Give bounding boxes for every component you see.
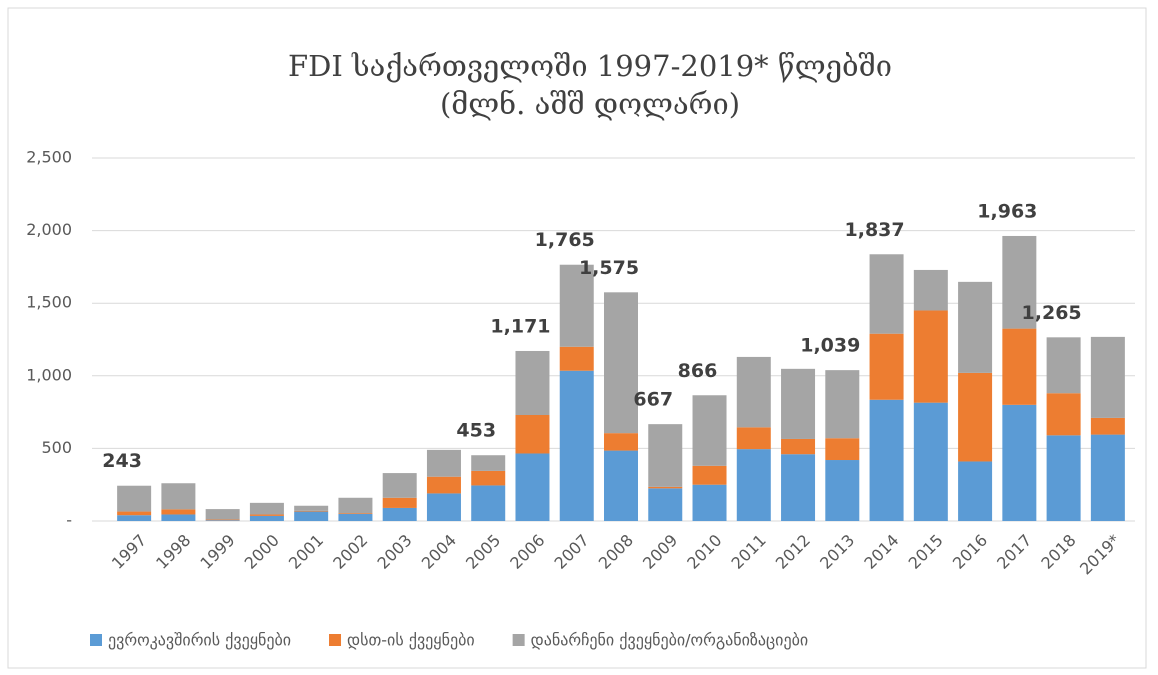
bar-segment (1090, 336, 1125, 418)
bar-segment (382, 507, 417, 521)
bar-segment (471, 455, 506, 471)
bar-segment (648, 488, 683, 521)
value-label: 243 (102, 450, 142, 472)
bar-segment (913, 310, 948, 403)
bar-segment (1002, 404, 1037, 521)
bar-segment (1090, 417, 1125, 435)
value-label: 1,265 (1022, 302, 1082, 324)
bar-segment (692, 395, 727, 466)
bar-segment (825, 370, 860, 439)
value-label: 667 (633, 389, 673, 411)
value-label: 1,575 (579, 257, 639, 279)
bar-segment (958, 461, 993, 521)
value-label: 1,765 (535, 229, 595, 251)
bar-segment (781, 368, 816, 439)
y-tick-label: - (66, 511, 72, 530)
bar-segment (117, 515, 152, 521)
bar-segment (559, 264, 594, 347)
y-tick-label: 500 (41, 438, 72, 457)
bar-segment (825, 460, 860, 521)
bar-segment (648, 486, 683, 489)
bar-segment (648, 424, 683, 487)
bar-segment (426, 493, 461, 521)
bar-segment (515, 453, 550, 521)
bar-segment (426, 476, 461, 494)
bar-segment (338, 513, 373, 521)
bar-segment (1002, 235, 1037, 329)
legend-label: დანარჩენი ქვეყნები/ორგანიზაციები (531, 631, 809, 650)
bar-segment (913, 402, 948, 521)
bar-segment (338, 513, 373, 514)
bar-segment (604, 292, 638, 434)
bar-segment (205, 509, 240, 520)
bar-segment (1090, 434, 1125, 521)
bar-segment (869, 254, 904, 334)
bar-segment (1046, 393, 1081, 436)
bar-segment (781, 454, 816, 521)
bar-segment (958, 372, 993, 462)
bar-segment (382, 473, 417, 498)
y-tick-label: 1,500 (26, 293, 72, 312)
bar-segment (161, 509, 196, 515)
value-label: 453 (456, 420, 496, 442)
bar-segment (117, 511, 152, 516)
bar-segment (781, 438, 816, 455)
bar-segment (471, 470, 506, 486)
bar-segment (736, 449, 771, 521)
y-tick-label: 2,500 (26, 148, 72, 167)
bar-segment (205, 519, 240, 521)
bar-segment (161, 514, 196, 521)
legend-label: დსთ-ის ქვეყნები (347, 631, 475, 650)
bar-segment (338, 497, 373, 514)
bar-segment (692, 465, 727, 485)
bar-segment (117, 485, 152, 512)
bar-segment (958, 281, 993, 373)
bar-segment (559, 370, 594, 521)
bar-segment (249, 515, 284, 521)
bar-segment (736, 427, 771, 450)
bar-segment (559, 346, 594, 371)
legend-swatch (512, 634, 525, 646)
value-label: 1,837 (845, 219, 905, 241)
bar-segment (426, 449, 461, 477)
value-label: 1,039 (800, 335, 860, 357)
bar-segment (515, 350, 550, 416)
bar-segment (604, 433, 638, 451)
legend-label: ევროკავშირის ქვეყნები (108, 631, 291, 650)
chart-subtitle: (მლნ. აშშ დოლარი) (440, 87, 740, 121)
bar-segment (869, 399, 904, 521)
bar-segment (471, 485, 506, 521)
bar-segment (913, 269, 948, 311)
bar-segment (249, 502, 284, 515)
bar-segment (515, 415, 550, 454)
bar-segment (382, 497, 417, 508)
bar-segment (1046, 337, 1081, 394)
bar-segment (205, 520, 240, 521)
bar-segment (1002, 328, 1037, 405)
bar-segment (294, 510, 329, 512)
y-tick-label: 2,000 (26, 220, 72, 239)
bar-segment (869, 333, 904, 400)
value-label: 866 (678, 360, 718, 382)
bar-segment (294, 505, 329, 511)
bar-segment (736, 356, 771, 428)
bar-segment (692, 484, 727, 521)
chart-title: FDI საქართველოში 1997-2019* წლებში (288, 49, 892, 83)
legend-swatch (90, 634, 102, 646)
bar-segment (1046, 435, 1081, 521)
bar-segment (249, 514, 284, 516)
value-label: 1,171 (490, 315, 550, 337)
bar-segment (161, 483, 196, 510)
bar-segment (294, 511, 329, 521)
value-label: 1,963 (977, 200, 1037, 222)
legend-swatch (329, 634, 342, 646)
bar-segment (604, 450, 638, 521)
y-tick-label: 1,000 (26, 365, 72, 384)
bar-segment (825, 438, 860, 461)
